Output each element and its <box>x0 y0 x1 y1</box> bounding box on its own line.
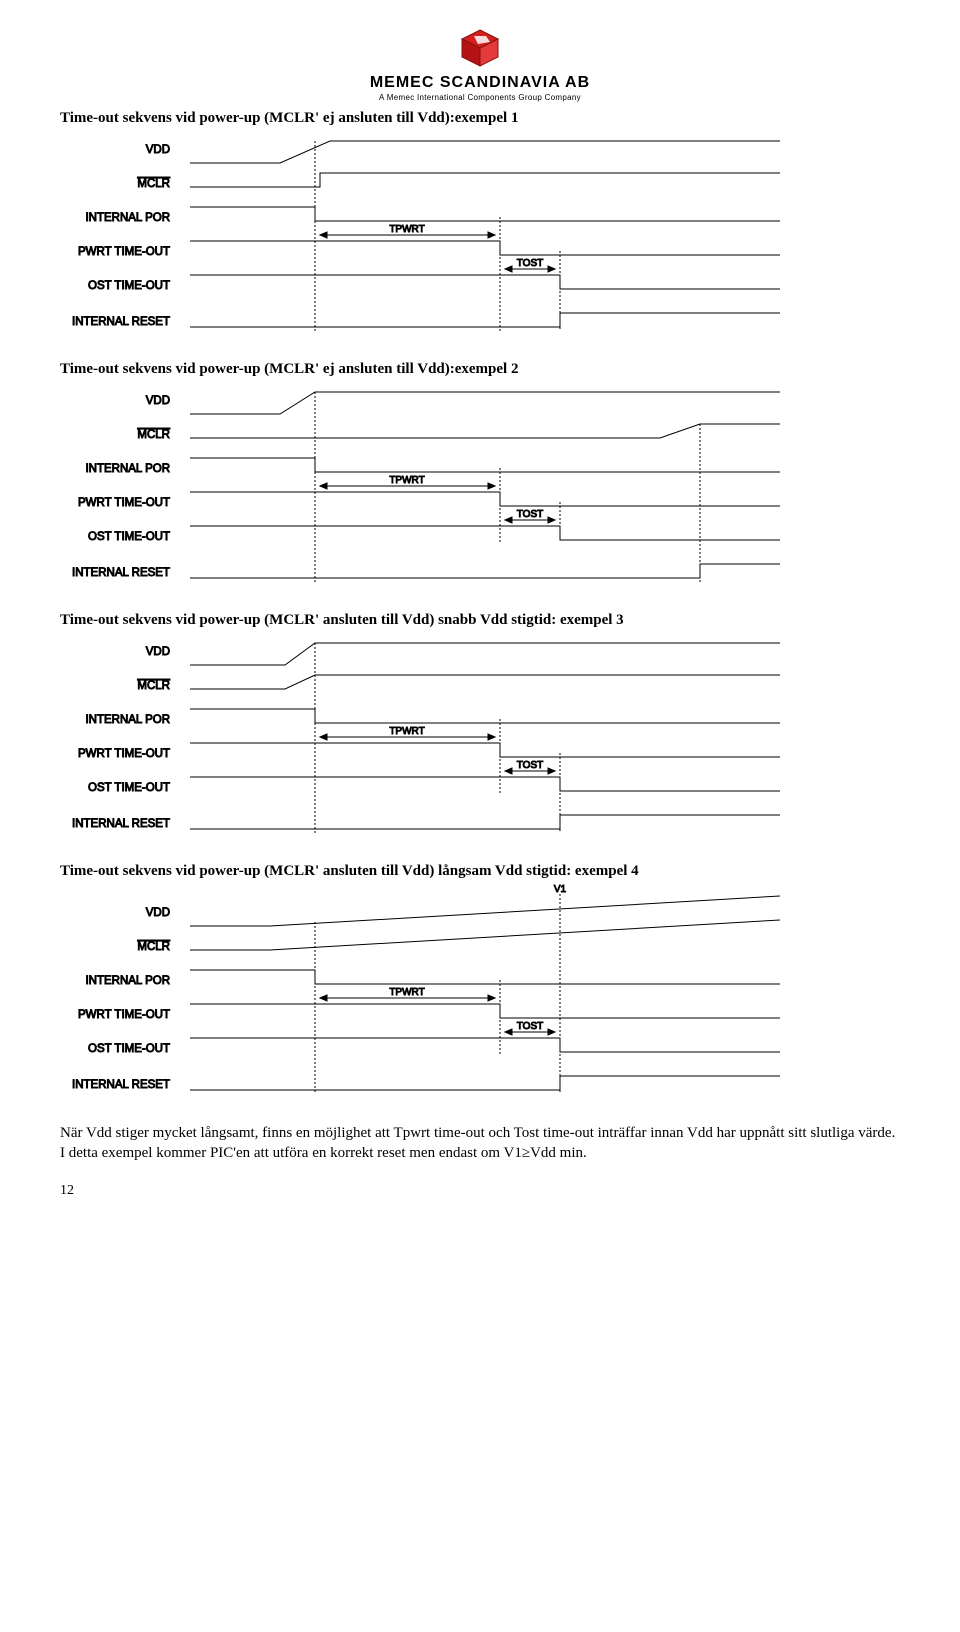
section-title-1: Time-out sekvens vid power-up (MCLR' ej … <box>60 110 900 127</box>
cube-logo-icon <box>444 20 516 72</box>
label-ipor: INTERNAL POR <box>85 212 170 224</box>
label-tpwrt: TPWRT <box>389 224 424 235</box>
label-pwrt: PWRT TIME-OUT <box>78 748 170 760</box>
label-mclr: MCLR <box>137 178 170 190</box>
label-pwrt: PWRT TIME-OUT <box>78 1009 170 1021</box>
label-vdd: VDD <box>146 646 170 658</box>
label-pwrt: PWRT TIME-OUT <box>78 246 170 258</box>
timing-diagram-2: VDD MCLR INTERNAL POR PWRT TIME-OUT OST … <box>60 382 900 602</box>
label-v1: V1 <box>554 884 567 895</box>
section-title-4: Time-out sekvens vid power-up (MCLR' ans… <box>60 863 900 880</box>
company-logo: MEMEC SCANDINAVIA AB A Memec Internation… <box>60 20 900 102</box>
label-vdd: VDD <box>146 907 170 919</box>
body-paragraph: När Vdd stiger mycket långsamt, finns en… <box>60 1124 900 1163</box>
label-pwrt: PWRT TIME-OUT <box>78 497 170 509</box>
label-tost: TOST <box>517 258 543 269</box>
label-mclr: MCLR <box>137 429 170 441</box>
label-tost: TOST <box>517 509 543 520</box>
label-ost: OST TIME-OUT <box>88 1043 170 1055</box>
label-ipor: INTERNAL POR <box>85 975 170 987</box>
page-number: 12 <box>60 1183 900 1199</box>
label-tpwrt: TPWRT <box>389 726 424 737</box>
label-ireset: INTERNAL RESET <box>72 567 170 579</box>
label-ipor: INTERNAL POR <box>85 463 170 475</box>
timing-diagram-1: VDD MCLR INTERNAL POR PWRT TIME-OUT OST … <box>60 131 900 351</box>
company-name: MEMEC SCANDINAVIA AB <box>370 74 590 92</box>
timing-diagram-4: VDD MCLR INTERNAL POR PWRT TIME-OUT OST … <box>60 884 900 1114</box>
label-ireset: INTERNAL RESET <box>72 316 170 328</box>
company-subline: A Memec International Components Group C… <box>379 93 581 102</box>
section-title-2: Time-out sekvens vid power-up (MCLR' ej … <box>60 361 900 378</box>
label-tost: TOST <box>517 1021 543 1032</box>
label-mclr: MCLR <box>137 680 170 692</box>
label-tpwrt: TPWRT <box>389 987 424 998</box>
section-title-3: Time-out sekvens vid power-up (MCLR' ans… <box>60 612 900 629</box>
label-tpwrt: TPWRT <box>389 475 424 486</box>
page-header: MEMEC SCANDINAVIA AB A Memec Internation… <box>60 20 900 102</box>
label-mclr: MCLR <box>137 941 170 953</box>
label-ipor: INTERNAL POR <box>85 714 170 726</box>
label-ireset: INTERNAL RESET <box>72 1079 170 1091</box>
label-ost: OST TIME-OUT <box>88 782 170 794</box>
label-vdd: VDD <box>146 395 170 407</box>
label-ireset: INTERNAL RESET <box>72 818 170 830</box>
label-ost: OST TIME-OUT <box>88 531 170 543</box>
label-ost: OST TIME-OUT <box>88 280 170 292</box>
timing-diagram-3: VDD MCLR INTERNAL POR PWRT TIME-OUT OST … <box>60 633 900 853</box>
label-tost: TOST <box>517 760 543 771</box>
label-vdd: VDD <box>146 144 170 156</box>
